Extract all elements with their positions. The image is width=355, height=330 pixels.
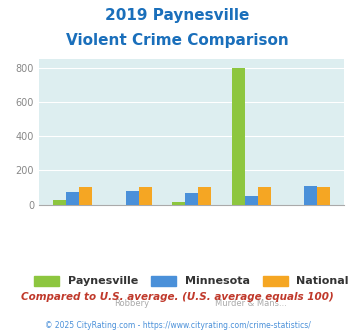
Bar bbox=[79, 187, 92, 205]
Legend: Paynesville, Minnesota, National: Paynesville, Minnesota, National bbox=[30, 271, 353, 291]
Text: Murder & Mans...: Murder & Mans... bbox=[215, 299, 287, 308]
Bar bbox=[53, 200, 66, 205]
Bar bbox=[245, 196, 258, 205]
Text: Compared to U.S. average. (U.S. average equals 100): Compared to U.S. average. (U.S. average … bbox=[21, 292, 334, 302]
Text: © 2025 CityRating.com - https://www.cityrating.com/crime-statistics/: © 2025 CityRating.com - https://www.city… bbox=[45, 321, 310, 330]
Bar bbox=[185, 193, 198, 205]
Text: 2019 Paynesville: 2019 Paynesville bbox=[105, 8, 250, 23]
Bar bbox=[139, 187, 152, 205]
Bar bbox=[126, 191, 139, 205]
Bar bbox=[258, 187, 271, 205]
Bar bbox=[231, 68, 245, 205]
Bar bbox=[172, 202, 185, 205]
Bar bbox=[66, 192, 79, 205]
Bar bbox=[198, 187, 211, 205]
Text: Violent Crime Comparison: Violent Crime Comparison bbox=[66, 33, 289, 48]
Bar bbox=[317, 187, 331, 205]
Text: Robbery: Robbery bbox=[115, 299, 150, 308]
Bar bbox=[304, 186, 317, 205]
